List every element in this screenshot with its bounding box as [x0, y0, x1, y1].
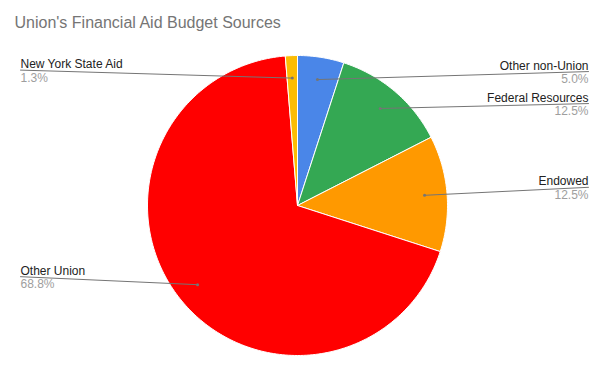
svg-text:12.5%: 12.5%: [554, 104, 588, 118]
svg-text:Federal Resources: Federal Resources: [487, 91, 588, 105]
svg-text:Other non-Union: Other non-Union: [500, 59, 589, 73]
svg-text:68.8%: 68.8%: [21, 277, 55, 291]
svg-text:Union's Financial Aid Budget S: Union's Financial Aid Budget Sources: [15, 14, 281, 31]
svg-text:Endowed: Endowed: [538, 174, 588, 188]
svg-text:1.3%: 1.3%: [21, 71, 49, 85]
svg-text:12.5%: 12.5%: [554, 188, 588, 202]
svg-text:New York State Aid: New York State Aid: [21, 57, 123, 71]
svg-text:5.0%: 5.0%: [561, 72, 589, 86]
svg-text:Other Union: Other Union: [21, 264, 86, 278]
